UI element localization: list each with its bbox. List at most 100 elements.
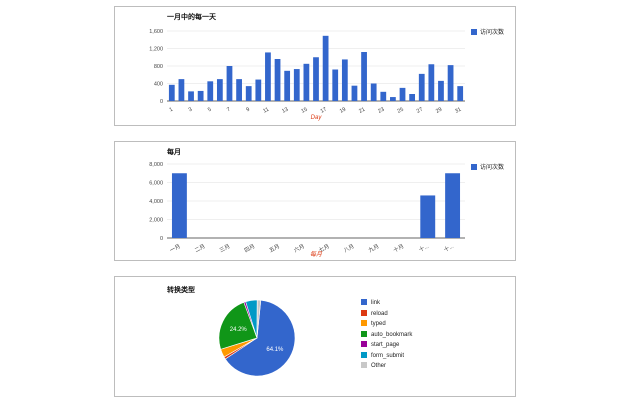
bar (438, 80, 444, 101)
x-tick-label: 23 (377, 107, 385, 115)
daily-chart-legend: 访问次数 (471, 27, 504, 36)
x-tick-label: 7 (226, 107, 232, 114)
x-tick-label: 二月 (193, 243, 206, 254)
pie-legend-swatch (361, 299, 367, 305)
pie-legend-label: reload (371, 310, 388, 317)
pie-chart-title: 转换类型 (167, 287, 195, 294)
bar (293, 69, 300, 101)
bar (171, 173, 187, 238)
bar (236, 79, 242, 101)
bar (428, 64, 435, 101)
bar (399, 87, 406, 101)
y-tick-label: 0 (160, 99, 163, 105)
bar (445, 173, 461, 238)
pie-legend-item: typed (361, 320, 412, 331)
pie-legend-label: form_submit (371, 352, 405, 359)
x-tick-label: 三月 (218, 243, 231, 254)
bar (284, 70, 291, 101)
legend-label-visits: 访问次数 (480, 165, 505, 171)
x-axis-title: Day (311, 115, 323, 121)
bar (390, 97, 396, 101)
monthly-chart-panel: 每月 0 2,000 4,000 6,000 8,000 一月 二月 三月 四月 五月 六月 七月 八月… (114, 141, 516, 261)
legend-swatch-visits (471, 164, 477, 170)
x-tick-label: 十... (442, 242, 455, 254)
pie-legend-swatch (361, 341, 367, 347)
x-tick-label: 九月 (367, 242, 380, 254)
pie-legend-item: form_submit (361, 351, 412, 363)
legend-swatch-visits (471, 29, 477, 35)
bar (370, 83, 377, 101)
bar (380, 91, 387, 101)
pie-legend-item: Other (361, 362, 412, 373)
bar (457, 86, 464, 101)
x-tick-label: 31 (454, 107, 462, 115)
bar (313, 57, 319, 101)
bar (178, 79, 185, 101)
x-tick-label: 1 (169, 107, 175, 114)
x-tick-label: 25 (397, 107, 405, 115)
x-tick-label: 11 (262, 107, 270, 115)
bar (361, 52, 367, 101)
x-axis-title: 每月 (310, 250, 323, 258)
pie-slice-label: 64.1% (266, 347, 284, 353)
pie-legend-swatch (361, 362, 367, 368)
pie-legend-item: reload (361, 309, 412, 321)
transition-type-panel: 转换类型 64.1% 24.2% link reload typed auto_book… (114, 276, 516, 397)
y-tick-label: 2,000 (149, 218, 163, 224)
pie-legend-label: link (371, 300, 381, 306)
bar (447, 65, 454, 101)
monthly-chart-legend: 访问次数 (471, 162, 504, 171)
pie-legend-label: auto_bookmark (371, 331, 413, 338)
bar (255, 79, 262, 101)
bar (245, 86, 252, 101)
pie-legend-swatch (361, 309, 367, 316)
legend-label-visits: 访问次数 (480, 30, 505, 36)
transition-type-pie-chart: 64.1% 24.2% (218, 299, 296, 377)
x-tick-label: 五月 (268, 243, 281, 254)
pie-legend-label: start_page (371, 342, 400, 348)
x-tick-label: 十月 (392, 242, 405, 254)
pie-legend-item: auto_bookmark (361, 330, 413, 342)
x-tick-label: 十... (417, 242, 430, 254)
bar (226, 66, 233, 101)
x-tick-label: 六月 (292, 242, 305, 254)
pie-legend-item: link (361, 299, 412, 310)
x-tick-label: 13 (281, 107, 289, 115)
pie-slice-label: 24.2% (230, 327, 248, 333)
pie-legend-item: start_page (361, 341, 412, 352)
bar (332, 69, 339, 101)
bar (168, 84, 175, 101)
daily-chart-title: 一月中的每一天 (167, 14, 216, 21)
y-tick-label: 1,200 (149, 47, 163, 53)
x-tick-label: 17 (320, 107, 328, 115)
x-tick-label: 21 (358, 107, 366, 115)
pie-slice (256, 299, 262, 339)
bar (418, 73, 425, 101)
x-tick-label: 19 (339, 107, 347, 115)
y-tick-label: 400 (154, 82, 163, 88)
x-tick-label: 一月 (169, 243, 182, 254)
pie-legend-swatch (361, 320, 367, 326)
x-tick-label: 四月 (243, 243, 256, 254)
daily-chart-panel: 一月中的每一天 0 400 800 1,200 1,600 1 3 5 7 9 11 13 15 17 19… (114, 6, 516, 126)
bar (265, 52, 271, 101)
pie-slice (224, 299, 296, 377)
x-tick-label: 27 (416, 107, 424, 115)
bar (216, 79, 223, 101)
y-tick-label: 0 (160, 236, 163, 242)
bar (322, 35, 329, 101)
y-tick-label: 1,600 (149, 29, 163, 35)
x-tick-label: 5 (207, 107, 213, 114)
pie-legend-label: typed (371, 321, 386, 327)
bar (420, 195, 436, 238)
pie-legend-swatch (361, 330, 367, 337)
monthly-chart-title: 每月 (167, 149, 181, 156)
pie-legend-label: Other (371, 363, 387, 369)
x-tick-label: 15 (300, 107, 308, 115)
bar (207, 81, 214, 101)
bar (409, 94, 416, 101)
x-tick-label: 八月 (342, 243, 355, 254)
x-tick-label: 3 (188, 107, 194, 114)
